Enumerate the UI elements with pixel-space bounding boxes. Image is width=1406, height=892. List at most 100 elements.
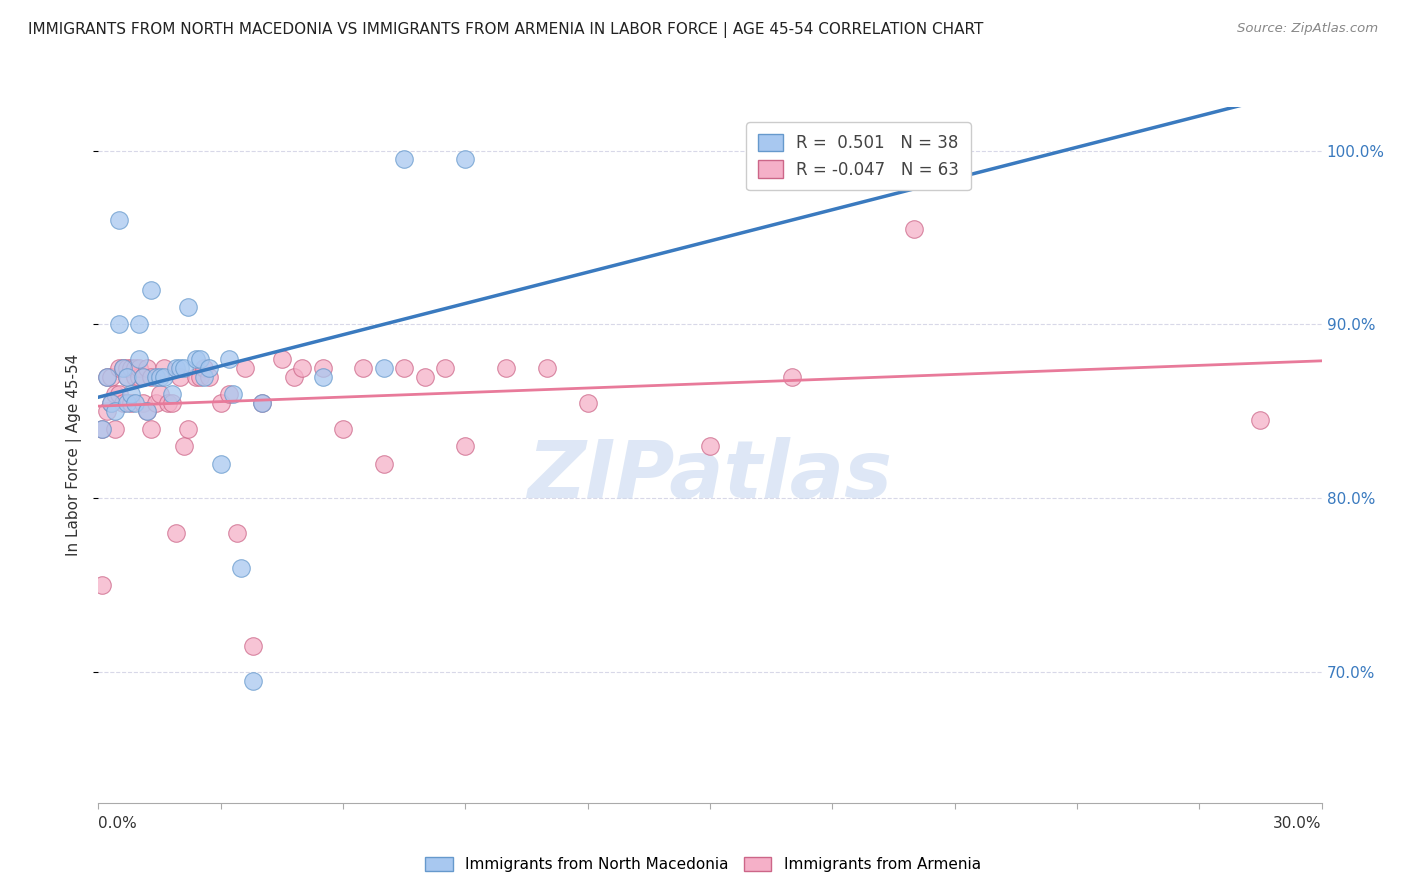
- Point: [91, 422, 114, 436]
- Point: [780, 369, 803, 384]
- Point: [231, 561, 253, 575]
- Point: [193, 360, 215, 375]
- Point: [136, 404, 159, 418]
- Point: [115, 360, 138, 375]
- Point: [226, 526, 249, 541]
- Point: [128, 318, 150, 332]
- Point: [173, 360, 195, 375]
- Point: [188, 352, 212, 367]
- Point: [233, 360, 256, 375]
- Point: [149, 387, 172, 401]
- Point: [193, 369, 215, 384]
- Point: [108, 318, 131, 332]
- Point: [104, 387, 127, 401]
- Point: [128, 360, 150, 375]
- Point: [136, 404, 159, 418]
- Point: [108, 387, 131, 401]
- Text: Source: ZipAtlas.com: Source: ZipAtlas.com: [1237, 22, 1378, 36]
- Point: [576, 395, 599, 409]
- Text: 30.0%: 30.0%: [1274, 816, 1322, 831]
- Point: [108, 213, 131, 227]
- Point: [149, 369, 172, 384]
- Point: [903, 222, 925, 236]
- Point: [128, 369, 150, 384]
- Point: [373, 360, 395, 375]
- Point: [111, 360, 134, 375]
- Point: [152, 369, 174, 384]
- Point: [128, 352, 150, 367]
- Point: [188, 369, 212, 384]
- Point: [91, 422, 114, 436]
- Point: [132, 369, 155, 384]
- Point: [120, 395, 142, 409]
- Point: [173, 439, 195, 453]
- Point: [169, 369, 191, 384]
- Point: [132, 369, 155, 384]
- Point: [699, 439, 721, 453]
- Point: [104, 422, 127, 436]
- Point: [218, 387, 240, 401]
- Point: [145, 369, 167, 384]
- Point: [242, 639, 264, 653]
- Text: ZIPatlas: ZIPatlas: [527, 437, 893, 515]
- Point: [177, 300, 200, 314]
- Point: [186, 369, 208, 384]
- Point: [270, 352, 294, 367]
- Point: [96, 369, 118, 384]
- Text: IMMIGRANTS FROM NORTH MACEDONIA VS IMMIGRANTS FROM ARMENIA IN LABOR FORCE | AGE : IMMIGRANTS FROM NORTH MACEDONIA VS IMMIG…: [28, 22, 983, 38]
- Point: [160, 387, 183, 401]
- Point: [434, 360, 457, 375]
- Point: [96, 369, 118, 384]
- Point: [283, 369, 305, 384]
- Point: [536, 360, 558, 375]
- Point: [291, 360, 314, 375]
- Point: [108, 360, 131, 375]
- Point: [209, 457, 232, 471]
- Point: [177, 422, 200, 436]
- Point: [160, 395, 183, 409]
- Point: [141, 369, 163, 384]
- Legend: R =  0.501   N = 38, R = -0.047   N = 63: R = 0.501 N = 38, R = -0.047 N = 63: [747, 122, 970, 190]
- Point: [91, 578, 114, 592]
- Point: [454, 152, 477, 166]
- Point: [165, 360, 187, 375]
- Point: [124, 369, 146, 384]
- Point: [218, 352, 240, 367]
- Point: [413, 369, 436, 384]
- Point: [250, 395, 273, 409]
- Point: [495, 360, 517, 375]
- Point: [124, 395, 146, 409]
- Point: [141, 283, 163, 297]
- Point: [169, 360, 191, 375]
- Point: [312, 369, 335, 384]
- Point: [124, 360, 146, 375]
- Point: [152, 360, 174, 375]
- Point: [1249, 413, 1271, 427]
- Point: [132, 395, 155, 409]
- Point: [100, 395, 122, 409]
- Point: [242, 674, 264, 689]
- Point: [373, 457, 395, 471]
- Y-axis label: In Labor Force | Age 45-54: In Labor Force | Age 45-54: [66, 354, 83, 556]
- Point: [392, 360, 416, 375]
- Point: [222, 387, 245, 401]
- Point: [145, 395, 167, 409]
- Point: [141, 422, 163, 436]
- Point: [104, 404, 127, 418]
- Point: [100, 369, 122, 384]
- Point: [115, 369, 138, 384]
- Point: [197, 369, 219, 384]
- Point: [165, 526, 187, 541]
- Point: [96, 404, 118, 418]
- Point: [115, 395, 138, 409]
- Text: 0.0%: 0.0%: [98, 816, 138, 831]
- Legend: Immigrants from North Macedonia, Immigrants from Armenia: Immigrants from North Macedonia, Immigra…: [418, 849, 988, 880]
- Point: [186, 352, 208, 367]
- Point: [120, 360, 142, 375]
- Point: [209, 395, 232, 409]
- Point: [115, 369, 138, 384]
- Point: [136, 360, 159, 375]
- Point: [352, 360, 374, 375]
- Point: [156, 395, 179, 409]
- Point: [312, 360, 335, 375]
